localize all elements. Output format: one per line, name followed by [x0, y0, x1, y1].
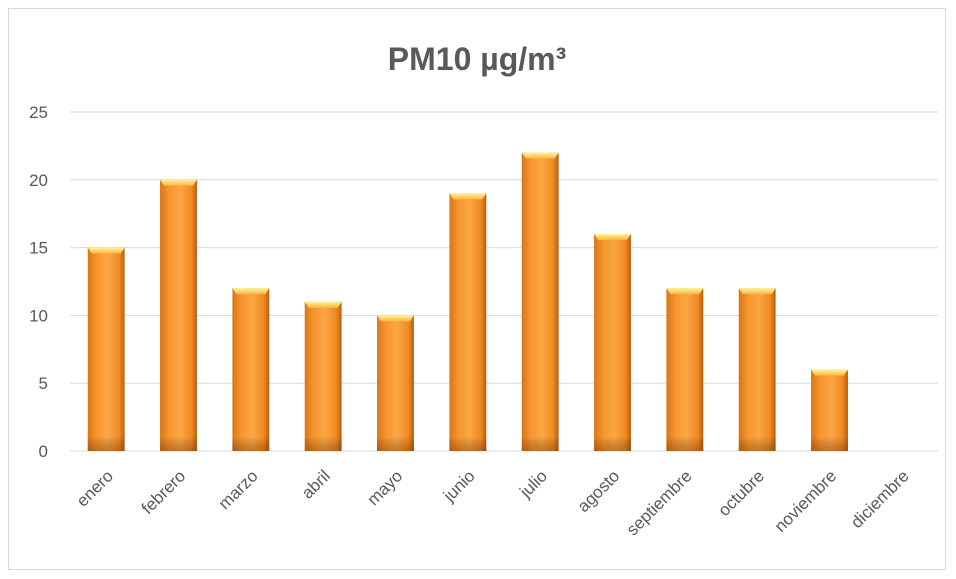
bar-base-shade	[304, 437, 342, 451]
bar-body	[594, 234, 631, 451]
bar-base-shade	[666, 437, 704, 451]
bar-cap	[232, 288, 270, 295]
bar-base-shade	[377, 437, 414, 451]
bar-cap	[738, 288, 776, 295]
x-tick-label: diciembre	[847, 466, 913, 532]
bar	[87, 247, 125, 451]
y-tick-label: 10	[29, 306, 48, 325]
y-tick-label: 25	[29, 103, 48, 122]
x-tick-label: abril	[298, 466, 334, 502]
bar-body	[449, 193, 487, 452]
bar-cap	[87, 247, 125, 254]
bar	[160, 179, 197, 452]
bar-base-shade	[449, 437, 487, 451]
x-tick-label: enero	[73, 466, 117, 510]
bar-body	[304, 301, 342, 451]
bar-cap	[594, 234, 631, 241]
bar	[811, 369, 848, 451]
y-tick-label: 5	[39, 374, 48, 393]
x-tick-label: octubre	[714, 466, 768, 520]
bar-base-shade	[811, 437, 848, 451]
bar-base-shade	[232, 437, 270, 451]
bar-body	[521, 152, 559, 451]
x-tick-label: junio	[439, 466, 479, 506]
x-tick-label: agosto	[574, 466, 624, 516]
bar-cap	[160, 179, 197, 186]
x-tick-label: julio	[515, 466, 551, 502]
x-tick-label: febrero	[138, 466, 190, 518]
bar	[666, 288, 704, 451]
bar	[449, 193, 487, 452]
bar	[521, 152, 559, 451]
bar-cap	[449, 193, 487, 200]
bar	[594, 234, 631, 451]
bar-cap	[377, 315, 414, 322]
bar	[304, 301, 342, 451]
x-tick-label: mayo	[363, 466, 406, 509]
bar-body	[738, 288, 776, 451]
bar-base-shade	[738, 437, 776, 451]
bar-base-shade	[594, 437, 631, 451]
bar-base-shade	[521, 437, 559, 451]
bar-cap	[304, 301, 342, 308]
bar-cap	[666, 288, 704, 295]
y-tick-label: 20	[29, 171, 48, 190]
bar	[377, 315, 414, 451]
chart-title: PM10 µg/m³	[387, 41, 567, 77]
bar	[738, 288, 776, 451]
bar-cap	[521, 152, 559, 159]
y-tick-label: 15	[29, 239, 48, 258]
bar-body	[377, 315, 414, 451]
bar	[232, 288, 270, 451]
bar-cap	[811, 369, 848, 376]
x-tick-label: marzo	[215, 466, 262, 513]
x-tick-label: noviembre	[771, 466, 841, 536]
bar-body	[232, 288, 270, 451]
bar-base-shade	[160, 437, 197, 451]
bar-body	[160, 179, 197, 452]
x-tick-label: septiembre	[623, 466, 696, 539]
bar-base-shade	[87, 437, 125, 451]
bar-body	[87, 247, 125, 451]
y-tick-label: 0	[39, 442, 48, 461]
bar-body	[666, 288, 704, 451]
